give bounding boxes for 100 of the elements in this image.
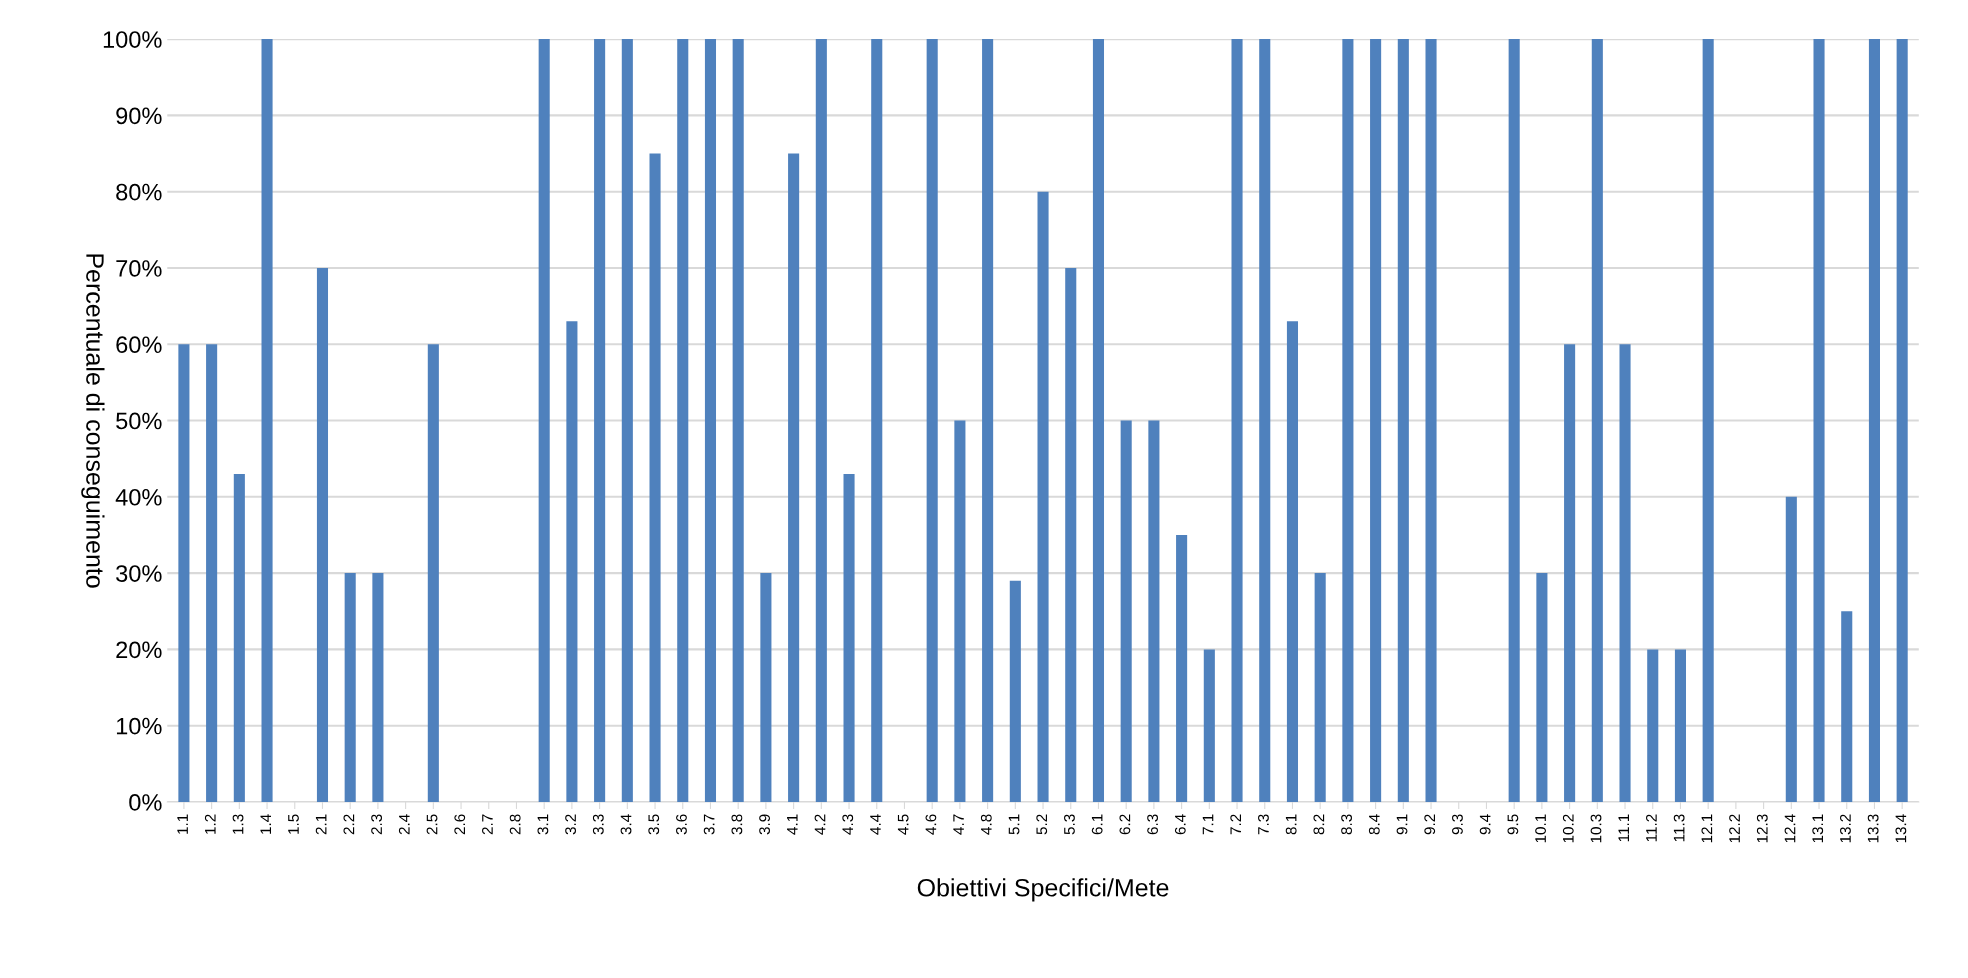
x-tick-label: 3.3 bbox=[592, 814, 604, 835]
bar bbox=[372, 573, 384, 802]
x-tick-label: 7.1 bbox=[1202, 814, 1214, 835]
x-tick-label: 4.4 bbox=[870, 814, 881, 835]
bar bbox=[1259, 39, 1271, 802]
x-tick-label: 13.2 bbox=[1840, 814, 1851, 843]
bar bbox=[1674, 649, 1686, 802]
x-tick-label: 1.3 bbox=[232, 814, 244, 834]
bar bbox=[704, 39, 717, 802]
bar bbox=[1508, 39, 1520, 802]
bar bbox=[206, 344, 218, 802]
bar bbox=[1397, 39, 1409, 802]
x-tick-label: 9.5 bbox=[1507, 814, 1519, 835]
bar bbox=[1813, 39, 1825, 802]
y-tick-label: 60% bbox=[116, 336, 162, 354]
x-tick-label: 2.2 bbox=[343, 814, 355, 835]
x-tick-label: 12.1 bbox=[1701, 814, 1713, 843]
y-tick-label: 90% bbox=[116, 107, 162, 125]
x-tick-label: 1.2 bbox=[204, 814, 216, 834]
bar bbox=[760, 573, 772, 802]
x-tick-label: 3.8 bbox=[731, 814, 743, 835]
x-tick-label: 2.8 bbox=[509, 814, 521, 835]
x-tick-label: 2.6 bbox=[454, 814, 466, 835]
x-tick-label: 10.3 bbox=[1590, 814, 1602, 843]
bar bbox=[1896, 39, 1908, 802]
bar bbox=[594, 39, 606, 802]
x-tick-label: 5.3 bbox=[1064, 814, 1075, 835]
x-tick-label: 7.2 bbox=[1230, 814, 1241, 835]
x-tick-label: 3.2 bbox=[565, 814, 576, 835]
bar bbox=[926, 39, 938, 802]
x-tick-label: 13.3 bbox=[1867, 814, 1879, 843]
bar bbox=[1425, 39, 1437, 802]
bar bbox=[1841, 611, 1853, 802]
x-tick-label: 12.4 bbox=[1784, 814, 1796, 843]
x-tick-label: 8.1 bbox=[1285, 814, 1297, 835]
y-tick-label: 10% bbox=[116, 717, 162, 735]
x-tick-label: 2.7 bbox=[482, 814, 493, 835]
x-tick-label: 6.3 bbox=[1147, 814, 1158, 835]
bar bbox=[344, 573, 356, 802]
x-tick-label: 1.5 bbox=[288, 814, 299, 834]
bar bbox=[1148, 420, 1160, 802]
x-tick-label: 13.4 bbox=[1895, 814, 1907, 843]
y-tick-label: 70% bbox=[116, 260, 162, 277]
bar bbox=[677, 39, 689, 802]
bar bbox=[1702, 39, 1714, 802]
bar bbox=[538, 39, 550, 802]
bar bbox=[1785, 496, 1797, 802]
x-tick-label: 4.7 bbox=[953, 814, 964, 835]
bar bbox=[1120, 420, 1132, 802]
x-tick-label: 3.9 bbox=[759, 814, 770, 835]
x-tick-label: 10.2 bbox=[1562, 814, 1574, 843]
x-tick-label: 2.5 bbox=[426, 814, 438, 835]
x-tick-label: 10.1 bbox=[1535, 814, 1546, 843]
x-tick-label: 3.5 bbox=[648, 814, 660, 835]
bar bbox=[871, 39, 883, 802]
x-tick-label: 4.8 bbox=[980, 814, 992, 835]
x-tick-label: 9.1 bbox=[1396, 814, 1408, 835]
x-tick-label: 5.2 bbox=[1036, 814, 1048, 835]
bar bbox=[982, 39, 994, 802]
x-tick-label: 2.4 bbox=[398, 814, 410, 835]
x-tick-label: 4.6 bbox=[925, 814, 937, 835]
bar bbox=[621, 39, 633, 802]
x-tick-label: 11.3 bbox=[1673, 814, 1685, 842]
bar bbox=[1564, 344, 1576, 802]
x-tick-label: 3.7 bbox=[703, 814, 715, 835]
y-tick-label: 50% bbox=[116, 412, 162, 430]
x-tick-label: 9.3 bbox=[1452, 814, 1463, 835]
bar bbox=[316, 267, 329, 802]
bar bbox=[1231, 39, 1243, 802]
bar bbox=[788, 153, 800, 802]
x-tick-label: 11.2 bbox=[1646, 814, 1657, 842]
bar bbox=[1536, 573, 1548, 802]
bar bbox=[815, 39, 827, 802]
bar bbox=[566, 321, 578, 802]
x-tick-label: 7.3 bbox=[1258, 814, 1269, 835]
x-tick-label: 6.1 bbox=[1091, 814, 1103, 835]
bar bbox=[427, 344, 439, 802]
x-tick-label: 6.2 bbox=[1119, 814, 1131, 835]
bar bbox=[1591, 39, 1603, 802]
x-tick-label: 8.3 bbox=[1341, 814, 1352, 835]
x-tick-label: 8.4 bbox=[1368, 814, 1380, 835]
bar bbox=[649, 153, 661, 802]
bar bbox=[1009, 580, 1021, 802]
x-tick-label: 9.2 bbox=[1424, 814, 1436, 835]
bar bbox=[1314, 573, 1326, 802]
x-tick-label: 13.1 bbox=[1812, 814, 1824, 843]
bar bbox=[233, 473, 245, 802]
y-tick-label: 0% bbox=[129, 794, 162, 811]
x-tick-label: 3.1 bbox=[537, 814, 549, 835]
x-tick-label: 1.1 bbox=[177, 814, 188, 834]
bar bbox=[954, 420, 966, 802]
x-tick-label: 1.4 bbox=[260, 814, 271, 834]
x-tick-label: 3.4 bbox=[620, 814, 632, 835]
x-axis-title: Obiettivi Specifici/Mete bbox=[917, 878, 1169, 902]
bar bbox=[732, 39, 744, 802]
bar bbox=[1286, 321, 1299, 802]
bar bbox=[1868, 39, 1880, 802]
x-tick-label: 12.2 bbox=[1729, 814, 1740, 843]
x-tick-label: 4.2 bbox=[814, 814, 826, 835]
x-tick-label: 9.4 bbox=[1479, 814, 1491, 835]
